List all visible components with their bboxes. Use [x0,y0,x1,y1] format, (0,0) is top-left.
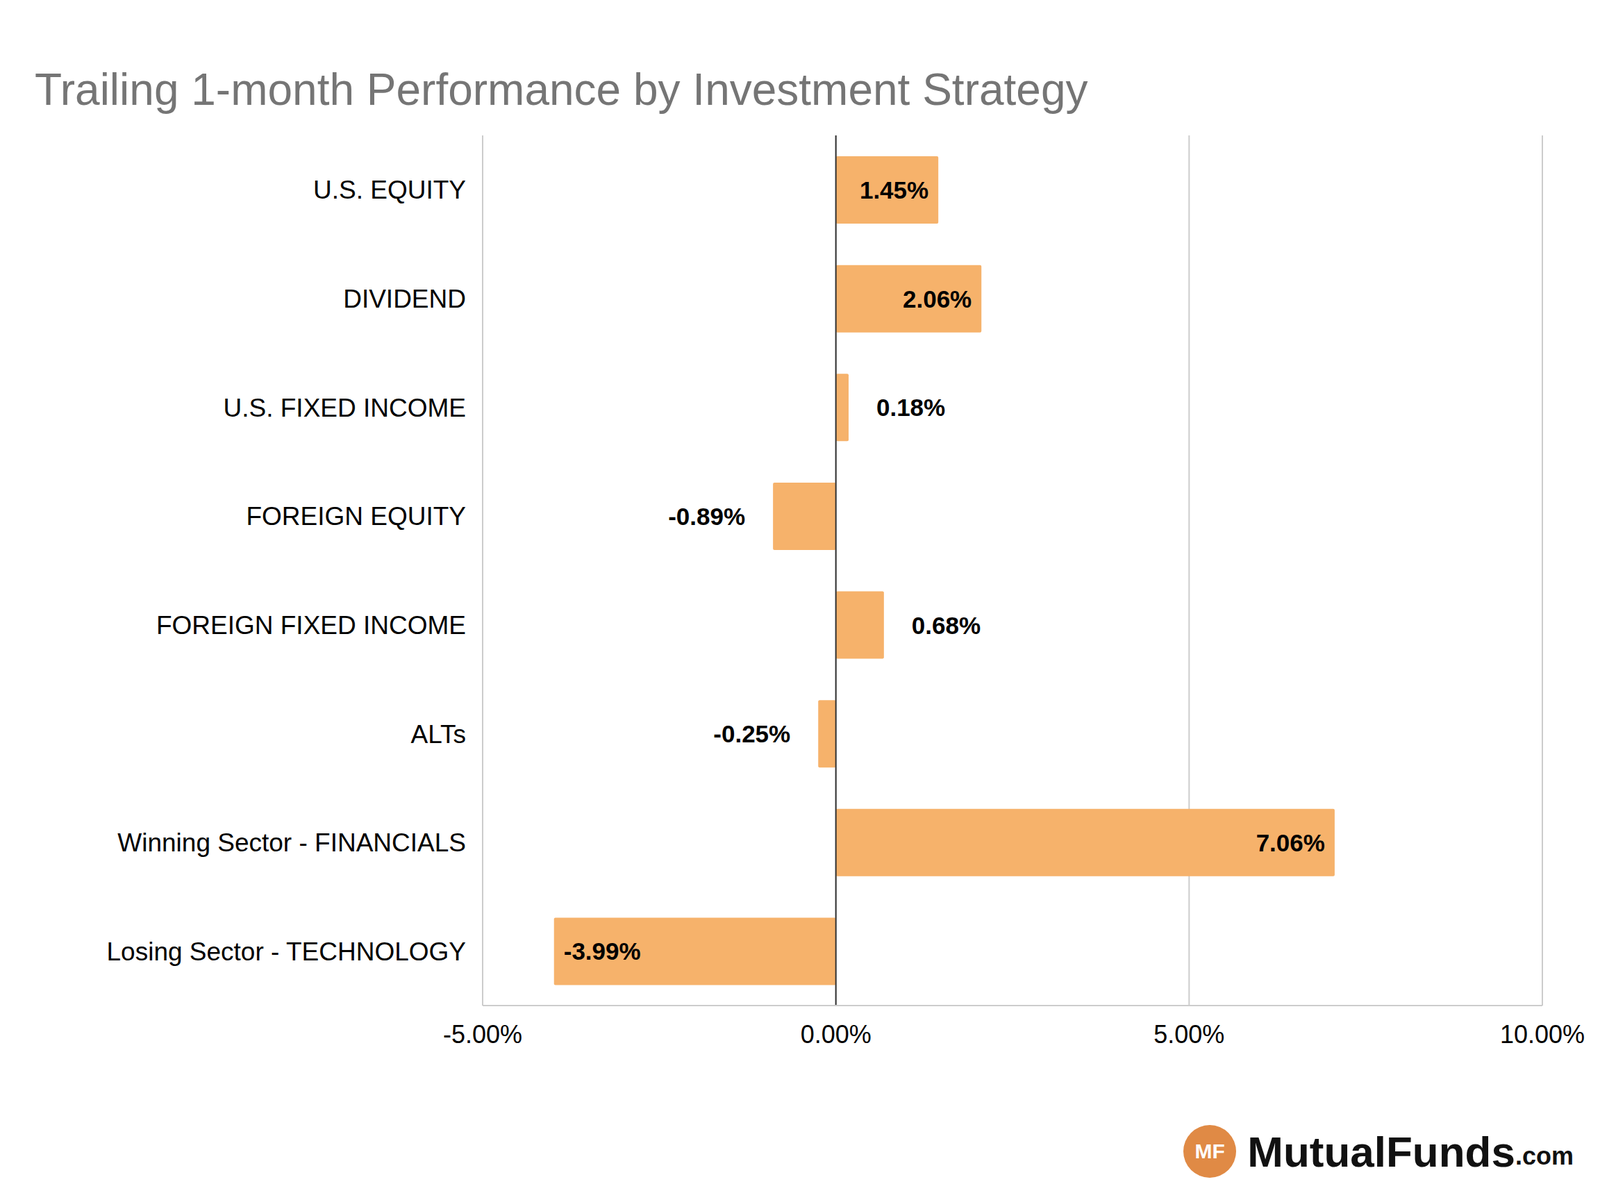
svg-text:5.00%: 5.00% [1153,1020,1225,1049]
svg-text:Winning Sector - FINANCIALS: Winning Sector - FINANCIALS [117,828,466,857]
html-text:Trailing 1-month Performance b: Trailing 1-month Performance by Investme… [34,64,1088,115]
svg-text:-0.25%: -0.25% [713,720,791,748]
svg-text:10.00%: 10.00% [1500,1020,1585,1049]
svg-text:-3.99%: -3.99% [563,937,641,965]
svg-text:0.68%: 0.68% [911,611,981,639]
html-text:MutualFunds.com: MutualFunds.com [1247,1127,1574,1176]
svg-text:Losing Sector - TECHNOLOGY: Losing Sector - TECHNOLOGY [106,937,467,966]
svg-text:U.S. FIXED INCOME: U.S. FIXED INCOME [223,393,466,423]
svg-text:0.18%: 0.18% [876,393,946,421]
svg-text:2.06%: 2.06% [902,285,972,313]
svg-text:DIVIDEND: DIVIDEND [343,284,466,314]
svg-text:-5.00%: -5.00% [443,1020,523,1049]
svg-text:7.06%: 7.06% [1256,829,1325,857]
svg-text:FOREIGN FIXED INCOME: FOREIGN FIXED INCOME [156,611,466,640]
html-text:MF: MF [1194,1139,1225,1163]
svg-text:U.S. EQUITY: U.S. EQUITY [313,175,466,205]
svg-text:FOREIGN EQUITY: FOREIGN EQUITY [245,502,466,531]
svg-text:ALTs: ALTs [410,720,466,749]
svg-text:1.45%: 1.45% [859,176,929,204]
svg-text:-0.89%: -0.89% [668,502,746,530]
svg-text:0.00%: 0.00% [800,1020,872,1049]
